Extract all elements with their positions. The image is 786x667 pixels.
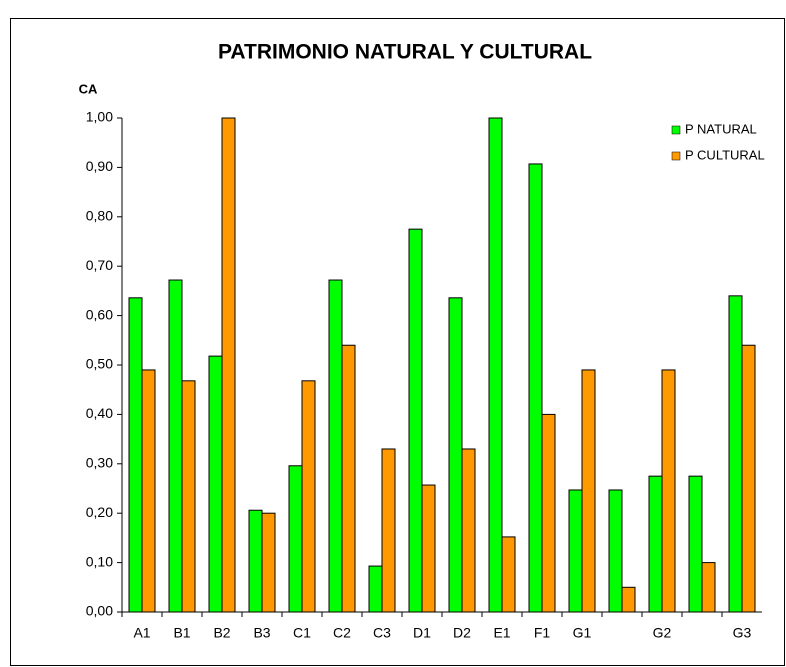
bar [701, 562, 716, 613]
bar [461, 448, 476, 613]
x-tick-label: E1 [493, 625, 510, 641]
bar [168, 279, 183, 613]
y-tick-label: 0,90 [86, 158, 113, 174]
bar [341, 344, 356, 613]
x-tick-label: D1 [413, 625, 431, 641]
y-tick-label: 0,40 [86, 405, 113, 421]
x-tick-label: C3 [373, 625, 391, 641]
y-tick-label: 0,70 [86, 257, 113, 273]
y-tick-label: 1,00 [86, 109, 113, 125]
legend-swatch [671, 125, 681, 135]
bar [488, 117, 503, 613]
y-tick-label: 0,10 [86, 553, 113, 569]
bar [568, 489, 583, 613]
bar [208, 355, 223, 613]
bar [421, 484, 436, 613]
y-tick-label: 0,30 [86, 455, 113, 471]
bar [448, 297, 463, 613]
bar [248, 509, 263, 613]
x-tick-label: B2 [213, 625, 230, 641]
bar [181, 380, 196, 613]
bar [608, 489, 623, 613]
legend-swatch [671, 151, 681, 161]
bar [288, 465, 303, 613]
bar [581, 369, 596, 613]
x-tick-label: C1 [293, 625, 311, 641]
chart-title: PATRIMONIO NATURAL Y CULTURAL [218, 41, 592, 64]
legend-label: P CULTURAL [685, 147, 765, 162]
bar [688, 475, 703, 613]
bar [328, 279, 343, 613]
y-tick-label: 0,20 [86, 504, 113, 520]
bar [528, 163, 543, 613]
bar [661, 369, 676, 613]
bar [301, 380, 316, 613]
x-tick-label: G2 [653, 625, 672, 641]
bar [728, 295, 743, 613]
legend-label: P NATURAL [685, 121, 757, 136]
x-tick-label: C2 [333, 625, 351, 641]
bar [141, 369, 156, 613]
bar [648, 475, 663, 613]
y-axis-label: CA [79, 81, 98, 96]
bar [408, 228, 423, 613]
x-tick-label: B1 [173, 625, 190, 641]
bar [368, 565, 383, 613]
bar [741, 344, 756, 613]
x-tick-label: D2 [453, 625, 471, 641]
x-tick-label: F1 [534, 625, 551, 641]
bar [128, 297, 143, 613]
bar [261, 512, 276, 613]
y-tick-label: 0,50 [86, 356, 113, 372]
bar [501, 536, 516, 613]
bar [221, 117, 236, 613]
x-tick-label: A1 [133, 625, 150, 641]
x-tick-label: G3 [733, 625, 752, 641]
x-tick-label: G1 [573, 625, 592, 641]
x-tick-label: B3 [253, 625, 270, 641]
bar [541, 413, 556, 613]
y-tick-label: 0,60 [86, 306, 113, 322]
bar [621, 586, 636, 613]
y-tick-label: 0,80 [86, 208, 113, 224]
bar [381, 448, 396, 613]
y-tick-label: 0,00 [86, 603, 113, 619]
